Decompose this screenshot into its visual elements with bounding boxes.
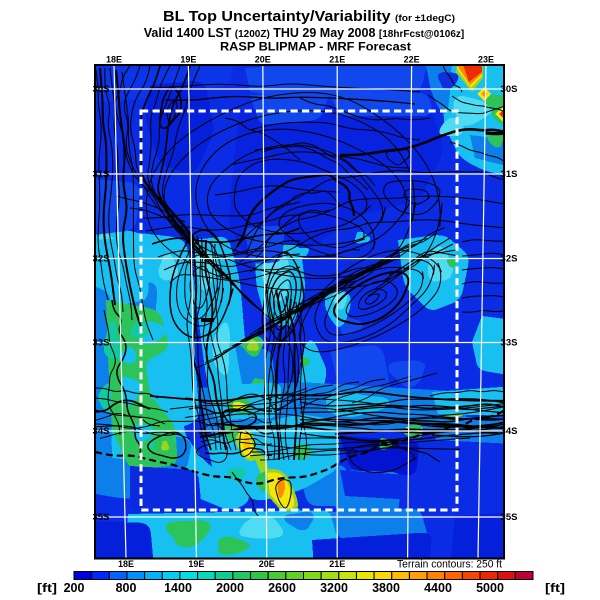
svg-text:31S: 31S	[93, 169, 110, 180]
svg-text:3800: 3800	[372, 581, 400, 595]
svg-text:200: 200	[64, 581, 85, 595]
svg-text:21E: 21E	[329, 559, 345, 569]
svg-text:19E: 19E	[180, 55, 196, 65]
svg-text:22E: 22E	[404, 55, 420, 65]
svg-text:31S: 31S	[501, 169, 518, 180]
svg-text:800: 800	[116, 581, 137, 595]
svg-text:35S: 35S	[501, 512, 518, 523]
svg-text:21E: 21E	[329, 55, 345, 65]
svg-text:Terrain contours: 250 ft: Terrain contours: 250 ft	[397, 559, 502, 571]
svg-text:2600: 2600	[268, 581, 296, 595]
svg-text:18E: 18E	[118, 559, 134, 569]
svg-text:35S: 35S	[93, 512, 110, 523]
svg-text:4400: 4400	[424, 581, 452, 595]
svg-text:RASP BLIPMAP - MRF Forecast: RASP BLIPMAP - MRF Forecast	[220, 40, 411, 54]
svg-text:[ft]: [ft]	[545, 581, 565, 595]
svg-text:18E: 18E	[106, 55, 122, 65]
svg-text:20E: 20E	[259, 559, 275, 569]
svg-text:33S: 33S	[501, 338, 518, 349]
svg-text:32S: 32S	[501, 254, 518, 265]
svg-text:19E: 19E	[188, 559, 204, 569]
svg-text:30S: 30S	[93, 84, 110, 95]
svg-text:[ft]: [ft]	[37, 581, 57, 595]
svg-text:32S: 32S	[93, 254, 110, 265]
svg-text:33S: 33S	[93, 338, 110, 349]
svg-text:2000: 2000	[216, 581, 244, 595]
svg-text:BL Top Uncertainty/Variability: BL Top Uncertainty/Variability (for ±1de…	[163, 8, 455, 25]
svg-text:23E: 23E	[478, 55, 494, 65]
svg-text:20E: 20E	[255, 55, 271, 65]
svg-text:Valid 1400 LST (1200Z) THU 29: Valid 1400 LST (1200Z) THU 29 May 2008 […	[144, 26, 464, 40]
svg-text:5000: 5000	[476, 581, 504, 595]
svg-text:1400: 1400	[164, 581, 192, 595]
svg-text:3200: 3200	[320, 581, 348, 595]
svg-text:34S: 34S	[501, 426, 518, 437]
svg-text:34S: 34S	[93, 426, 110, 437]
svg-text:30S: 30S	[501, 84, 518, 95]
